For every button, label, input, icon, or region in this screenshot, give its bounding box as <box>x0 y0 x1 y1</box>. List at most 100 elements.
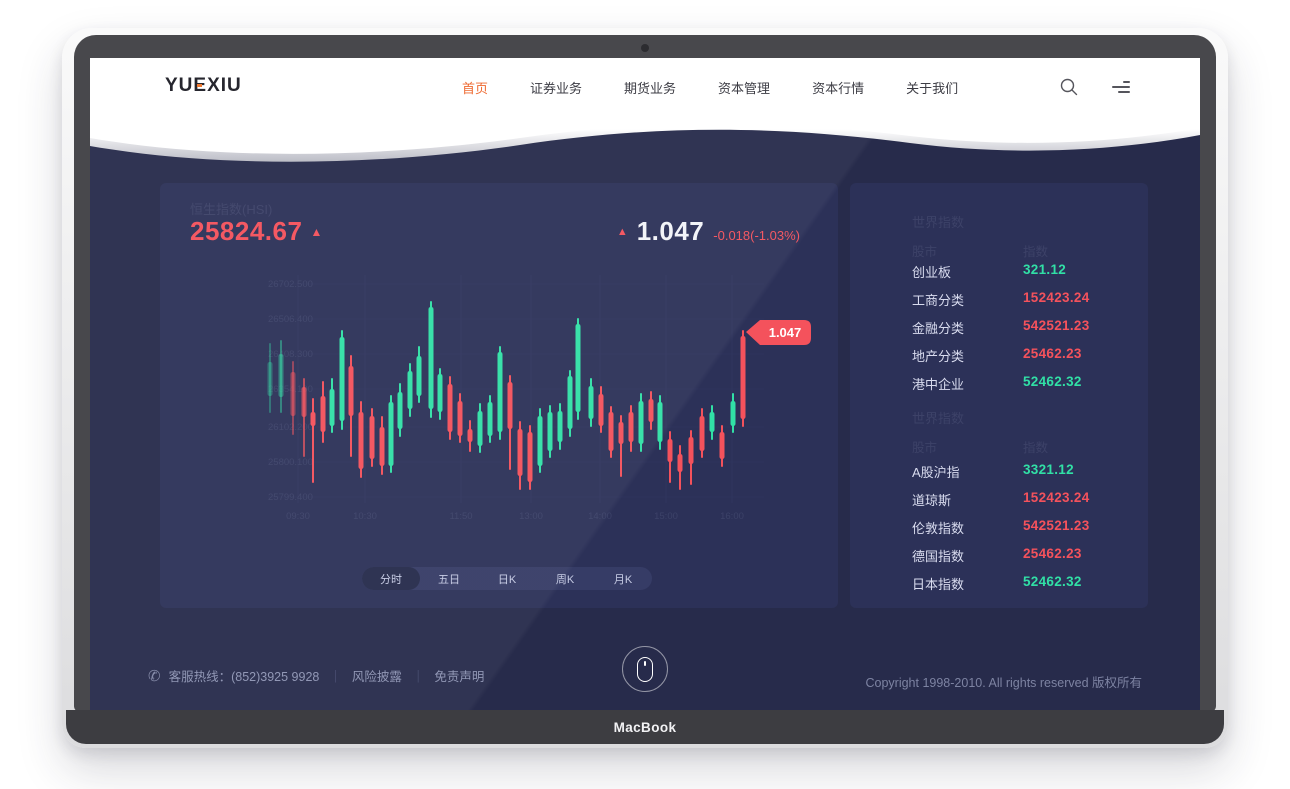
up-arrow-icon: ▲ <box>616 225 628 238</box>
index-row[interactable]: 道琼斯 152423.24 <box>850 490 1148 510</box>
svg-text:13:00: 13:00 <box>519 511 543 522</box>
section-title: 世界指数 <box>912 411 965 426</box>
main-menu: 首页 证券业务 期货业务 资本管理 资本行情 关于我们 <box>462 58 958 116</box>
up-arrow-icon: ▲ <box>310 224 323 239</box>
webcam-icon <box>641 44 649 52</box>
hsi-price-value: 25824.67 <box>190 216 303 246</box>
svg-text:15:00: 15:00 <box>654 511 678 522</box>
index-value: 25462.23 <box>1023 346 1082 361</box>
nav-item-securities[interactable]: 证券业务 <box>530 80 583 96</box>
index-row[interactable]: A股沪指 3321.12 <box>850 462 1148 482</box>
index-name: 工商分类 <box>912 293 965 308</box>
chart-period-tabs: 分时 五日 日K 周K 月K <box>362 567 652 590</box>
index-name: 金融分类 <box>912 321 965 336</box>
col-market: 股市 <box>912 245 938 259</box>
index-name: 地产分类 <box>912 349 965 364</box>
index-value: 52462.32 <box>1023 574 1082 589</box>
index-name: 港中企业 <box>912 377 965 392</box>
header-wave-decoration <box>90 112 1200 162</box>
svg-text:26702.500: 26702.500 <box>268 279 313 290</box>
nav-item-market-quotes[interactable]: 资本行情 <box>812 80 865 96</box>
tab-five-day[interactable]: 五日 <box>420 567 478 590</box>
change-detail: -0.018(-1.03%) <box>713 228 800 243</box>
scroll-indicator[interactable] <box>622 646 668 692</box>
index-name: 日本指数 <box>912 577 965 592</box>
index-name: 伦敦指数 <box>912 521 965 536</box>
section-title: 世界指数 <box>912 215 965 230</box>
svg-text:26102.200: 26102.200 <box>268 422 313 433</box>
nav-item-capital-management[interactable]: 资本管理 <box>718 80 771 96</box>
mouse-icon <box>637 656 653 682</box>
tab-minute[interactable]: 分时 <box>362 567 420 590</box>
hsi-change: ▲ 1.047 -0.018(-1.03%) <box>617 216 800 247</box>
nav-item-about[interactable]: 关于我们 <box>906 80 959 96</box>
index-name: 德国指数 <box>912 549 965 564</box>
col-market: 股市 <box>912 441 938 455</box>
tab-weekly-k[interactable]: 周K <box>536 567 594 590</box>
col-index: 指数 <box>1023 441 1049 455</box>
candlestick-chart: 26702.500 26506.400 26408.300 26354.100 2610… <box>267 275 811 522</box>
index-name: A股沪指 <box>912 465 960 480</box>
footer-info: ✆ 客服热线：(852)3925 9928 ｜ 风险披露 ｜ 免责声明 <box>148 666 484 685</box>
laptop-chin: MacBook <box>66 710 1224 744</box>
svg-text:10:30: 10:30 <box>353 511 377 522</box>
device-label: MacBook <box>613 719 677 735</box>
screen-bezel: YUEXIU 首页 证券业务 期货业务 资本管理 资本行情 关于我们 <box>74 35 1216 712</box>
index-row[interactable]: 创业板 321.12 <box>850 262 1148 282</box>
navbar-icons <box>1060 58 1130 116</box>
index-value: 152423.24 <box>1023 490 1090 505</box>
nav-item-home[interactable]: 首页 <box>462 80 489 96</box>
change-value: 1.047 <box>636 216 705 246</box>
svg-text:16:00: 16:00 <box>720 511 744 522</box>
col-index: 指数 <box>1023 245 1049 259</box>
world-indices-card: 世界指数 股市 指数 创业板 321.12 工商分类 152423.24 金融分类 5… <box>850 183 1148 608</box>
index-value: 321.12 <box>1023 262 1067 277</box>
index-row[interactable]: 德国指数 25462.23 <box>850 546 1148 566</box>
svg-text:11:50: 11:50 <box>449 511 472 522</box>
copyright-text: Copyright 1998-2010. All rights reserved… <box>865 676 1142 690</box>
index-value: 25462.23 <box>1023 546 1082 561</box>
index-value: 3321.12 <box>1023 462 1074 477</box>
svg-text:26408.300: 26408.300 <box>268 349 313 360</box>
nav-item-futures[interactable]: 期货业务 <box>624 80 677 96</box>
svg-text:25800.100: 25800.100 <box>268 457 313 468</box>
top-navbar: YUEXIU 首页 证券业务 期货业务 资本管理 资本行情 关于我们 <box>90 58 1200 116</box>
tab-monthly-k[interactable]: 月K <box>594 567 652 590</box>
index-value: 542521.23 <box>1023 518 1090 533</box>
phone-icon: ✆ <box>148 667 161 685</box>
hsi-title: 恒生指数(HSI) <box>190 202 273 217</box>
index-name: 道琼斯 <box>912 493 952 508</box>
index-value: 542521.23 <box>1023 318 1090 333</box>
divider: ｜ <box>329 670 342 684</box>
index-value: 152423.24 <box>1023 290 1090 305</box>
hsi-price: 25824.67 ▲ <box>190 216 323 247</box>
hsi-chart-card: 恒生指数(HSI) 25824.67 ▲ ▲ 1.047 -0.018(-1.0… <box>160 183 838 608</box>
screen: YUEXIU 首页 证券业务 期货业务 资本管理 资本行情 关于我们 <box>90 58 1200 710</box>
index-row[interactable]: 港中企业 52462.32 <box>850 374 1148 394</box>
svg-text:26506.400: 26506.400 <box>268 314 313 325</box>
divider: ｜ <box>411 670 425 684</box>
menu-icon[interactable] <box>1112 81 1130 93</box>
index-row[interactable]: 地产分类 25462.23 <box>850 346 1148 366</box>
disclaimer-link[interactable]: 免责声明 <box>434 670 485 684</box>
logo-text: YUEXIU <box>165 75 242 96</box>
hotline-text: 客服热线：(852)3925 9928 <box>168 670 320 684</box>
index-row[interactable]: 工商分类 152423.24 <box>850 290 1148 310</box>
index-row[interactable]: 日本指数 52462.32 <box>850 574 1148 594</box>
search-icon[interactable] <box>1060 78 1078 96</box>
index-row[interactable]: 伦敦指数 542521.23 <box>850 518 1148 538</box>
index-value: 52462.32 <box>1023 374 1082 389</box>
logo-accent <box>197 84 202 87</box>
risk-disclosure-link[interactable]: 风险披露 <box>351 670 402 684</box>
svg-text:26354.100: 26354.100 <box>268 384 313 395</box>
svg-text:25799.400: 25799.400 <box>268 492 313 503</box>
svg-text:14:00: 14:00 <box>588 511 612 522</box>
svg-text:09:30: 09:30 <box>286 511 310 522</box>
index-row[interactable]: 金融分类 542521.23 <box>850 318 1148 338</box>
brand-logo[interactable]: YUEXIU <box>165 75 242 97</box>
index-name: 创业板 <box>912 265 952 280</box>
svg-text:1.047: 1.047 <box>769 325 802 340</box>
macbook-frame: YUEXIU 首页 证券业务 期货业务 资本管理 资本行情 关于我们 <box>62 28 1228 748</box>
tab-daily-k[interactable]: 日K <box>478 567 536 590</box>
